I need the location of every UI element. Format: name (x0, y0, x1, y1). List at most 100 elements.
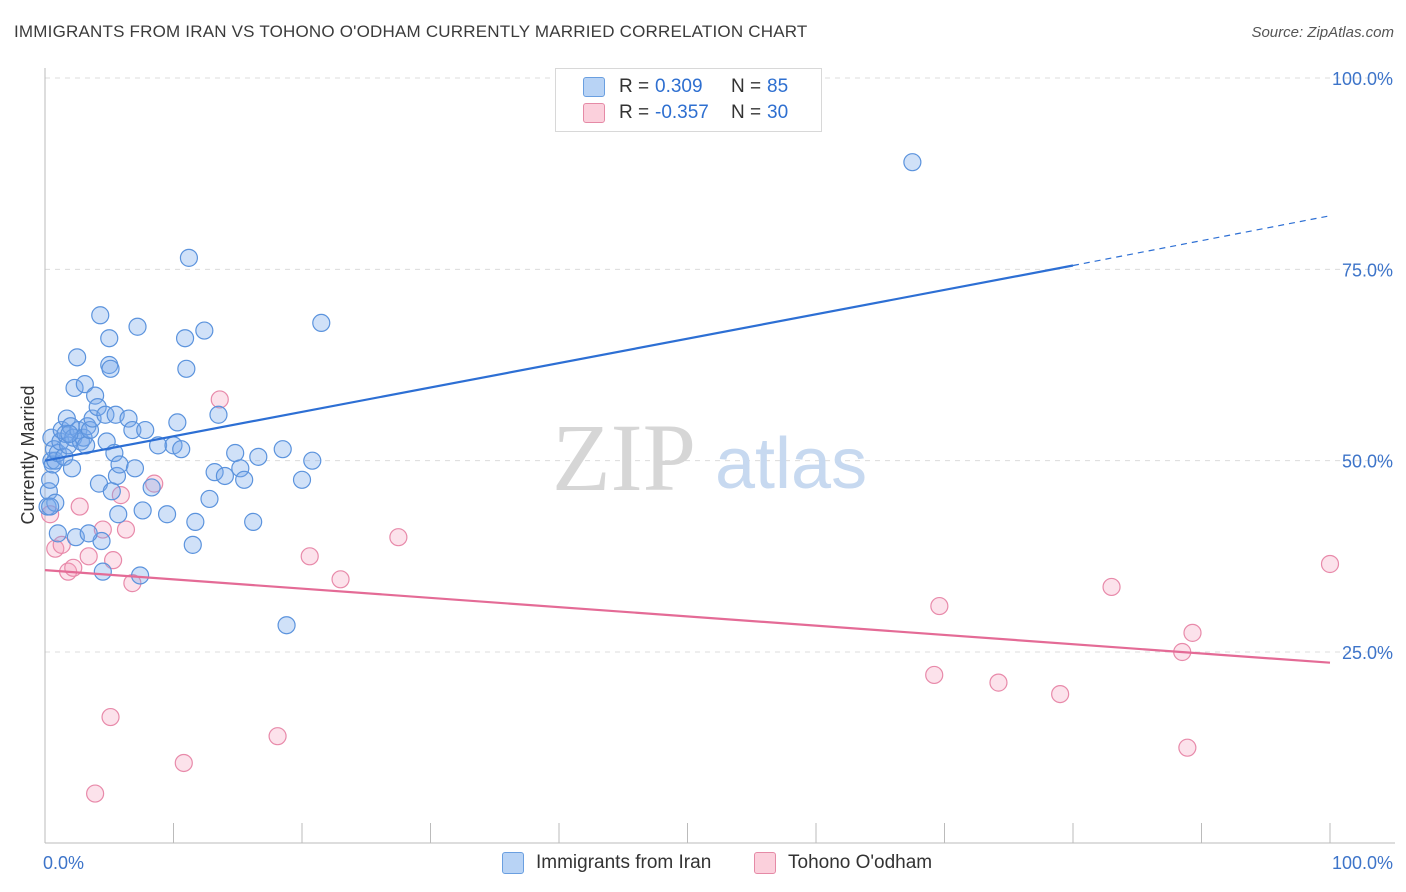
chart-source: Source: ZipAtlas.com (1251, 24, 1394, 41)
legend-r-label: R = (619, 102, 650, 123)
data-point-iran (41, 497, 60, 516)
legend-n-value: 85 (767, 76, 789, 97)
data-point-tohono (989, 673, 1008, 692)
data-point-tohono (86, 784, 105, 803)
data-point-iran (200, 489, 219, 509)
data-point-iran (48, 524, 67, 543)
data-point-iran (65, 378, 84, 398)
data-point-iran (186, 512, 205, 531)
data-point-tohono (101, 707, 120, 727)
data-point-iran (175, 329, 195, 348)
data-point-iran (41, 470, 60, 489)
data-point-tohono (64, 558, 83, 577)
legend-item-tohono[interactable]: Tohono O'odham (754, 852, 932, 874)
legend-r-value: -0.357 (655, 102, 709, 123)
data-point-iran (100, 329, 119, 348)
data-point-iran (93, 562, 112, 581)
series-tohono-points (41, 390, 1340, 803)
data-point-iran (177, 359, 196, 378)
data-point-tohono (210, 390, 229, 409)
data-point-iran (96, 405, 115, 424)
data-point-tohono (93, 520, 112, 539)
data-point-iran (183, 535, 202, 554)
legend-r-label: R = (619, 76, 650, 97)
x-tick-label: 0.0% (43, 853, 84, 873)
data-point-tohono (123, 574, 142, 593)
data-point-iran (110, 455, 129, 474)
legend-item-iran[interactable]: Immigrants from Iran (502, 852, 711, 874)
legend-label-iran: Immigrants from Iran (536, 852, 712, 873)
data-point-iran (133, 501, 152, 520)
data-point-iran (235, 470, 254, 489)
legend-swatch-tohono (754, 852, 776, 874)
data-point-iran (75, 375, 94, 394)
y-axis-label: Currently Married (18, 385, 38, 524)
data-point-iran (109, 505, 128, 524)
watermark-zip: ZIP (552, 404, 696, 511)
legend-swatch-iran (502, 852, 524, 874)
legend-swatch-iran (583, 77, 605, 97)
data-point-iran (119, 409, 138, 428)
data-point-tohono (268, 727, 287, 746)
data-point-tohono (1183, 623, 1202, 642)
data-point-tohono (116, 520, 136, 539)
x-tick-label: 100.0% (1332, 853, 1393, 873)
data-point-iran (903, 153, 922, 172)
data-point-iran (249, 447, 268, 466)
data-point-iran (226, 443, 245, 463)
data-point-iran (80, 420, 100, 440)
data-point-iran (128, 317, 147, 336)
legend-r-value: 0.309 (655, 76, 703, 97)
data-point-iran (168, 413, 187, 432)
data-point-tohono (1051, 684, 1070, 704)
legend-swatch-tohono (583, 103, 605, 123)
data-point-tohono (389, 528, 408, 547)
data-point-tohono (104, 551, 123, 570)
data-point-tohono (1320, 554, 1340, 574)
data-point-iran (107, 466, 127, 486)
stats-legend: R = 0.309 N = 85 R = -0.357 N = 30 (555, 68, 822, 132)
data-point-iran (244, 512, 263, 531)
y-tick-label: 100.0% (1332, 69, 1393, 89)
data-point-iran (125, 459, 145, 478)
y-tick-label: 75.0% (1342, 260, 1393, 280)
data-point-iran (209, 405, 228, 424)
series-iran-points (38, 153, 922, 635)
y-tick-label: 50.0% (1342, 452, 1393, 472)
series-legend: Immigrants from Iran Tohono O'odham (0, 852, 1406, 878)
data-point-iran (215, 466, 234, 486)
data-point-tohono (79, 547, 98, 566)
data-point-iran (88, 397, 107, 417)
trend-line-tohono (44, 569, 1331, 664)
data-point-tohono (111, 486, 130, 505)
data-point-tohono (331, 570, 350, 589)
legend-row-tohono: R = -0.357 N = 30 (556, 100, 788, 126)
legend-n-label: N = (731, 76, 762, 97)
data-point-iran (205, 463, 224, 482)
data-point-iran (91, 306, 110, 325)
watermark-atlas: atlas (715, 424, 867, 504)
x-tick-labels: 0.0% 100.0% (43, 853, 1393, 873)
y-tick-label: 25.0% (1342, 643, 1393, 663)
data-point-iran (292, 470, 312, 489)
data-point-iran (102, 482, 121, 501)
data-point-iran (179, 248, 199, 267)
data-point-iran (172, 440, 191, 459)
trend-line-iran (44, 264, 1074, 462)
data-point-iran (142, 478, 161, 497)
data-point-iran (312, 313, 331, 333)
data-point-iran (157, 505, 177, 524)
legend-n-label: N = (731, 102, 762, 123)
data-point-iran (101, 359, 120, 378)
data-point-iran (136, 420, 155, 440)
data-point-tohono (52, 535, 71, 554)
watermark: ZIP atlas (552, 404, 867, 511)
data-point-iran (231, 459, 250, 478)
data-point-iran (60, 424, 79, 443)
data-point-tohono (1102, 577, 1121, 597)
data-point-iran (277, 616, 296, 635)
data-point-tohono (930, 596, 949, 616)
legend-label-tohono: Tohono O'odham (788, 852, 933, 873)
data-point-iran (273, 440, 292, 459)
